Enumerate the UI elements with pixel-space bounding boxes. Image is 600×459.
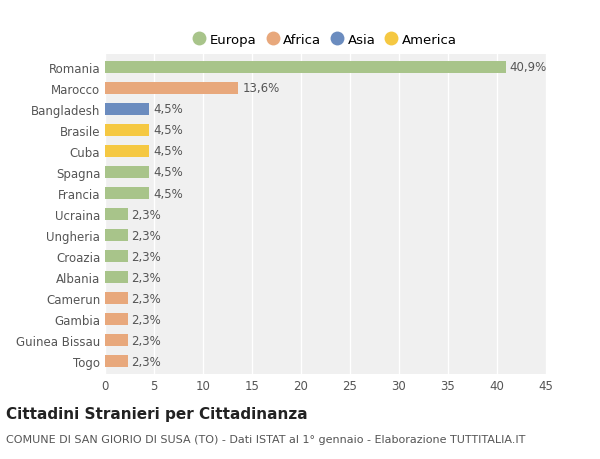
Text: 4,5%: 4,5% [153, 166, 183, 179]
Text: 4,5%: 4,5% [153, 187, 183, 200]
Bar [105, 314, 128, 325]
Bar [105, 293, 128, 304]
Text: 4,5%: 4,5% [153, 145, 183, 158]
Text: Cittadini Stranieri per Cittadinanza: Cittadini Stranieri per Cittadinanza [6, 406, 308, 421]
Text: 4,5%: 4,5% [153, 124, 183, 137]
Text: 2,3%: 2,3% [131, 208, 161, 221]
Text: 2,3%: 2,3% [131, 292, 161, 305]
Text: 2,3%: 2,3% [131, 313, 161, 326]
Bar [105, 272, 128, 283]
Bar [105, 125, 149, 136]
Bar [105, 104, 149, 115]
Bar [105, 356, 128, 367]
Text: COMUNE DI SAN GIORIO DI SUSA (TO) - Dati ISTAT al 1° gennaio - Elaborazione TUTT: COMUNE DI SAN GIORIO DI SUSA (TO) - Dati… [6, 434, 526, 444]
Bar [105, 83, 238, 95]
Bar [105, 335, 128, 346]
Bar [105, 146, 149, 157]
Text: 2,3%: 2,3% [131, 250, 161, 263]
Bar [105, 230, 128, 241]
Text: 2,3%: 2,3% [131, 334, 161, 347]
Text: 13,6%: 13,6% [242, 82, 280, 95]
Bar [105, 62, 506, 73]
Text: 4,5%: 4,5% [153, 103, 183, 116]
Bar [105, 209, 128, 220]
Bar [105, 167, 149, 179]
Text: 2,3%: 2,3% [131, 355, 161, 368]
Text: 2,3%: 2,3% [131, 271, 161, 284]
Text: 2,3%: 2,3% [131, 229, 161, 242]
Bar [105, 188, 149, 199]
Text: 40,9%: 40,9% [510, 61, 547, 74]
Legend: Europa, Africa, Asia, America: Europa, Africa, Asia, America [190, 30, 461, 51]
Bar [105, 251, 128, 263]
